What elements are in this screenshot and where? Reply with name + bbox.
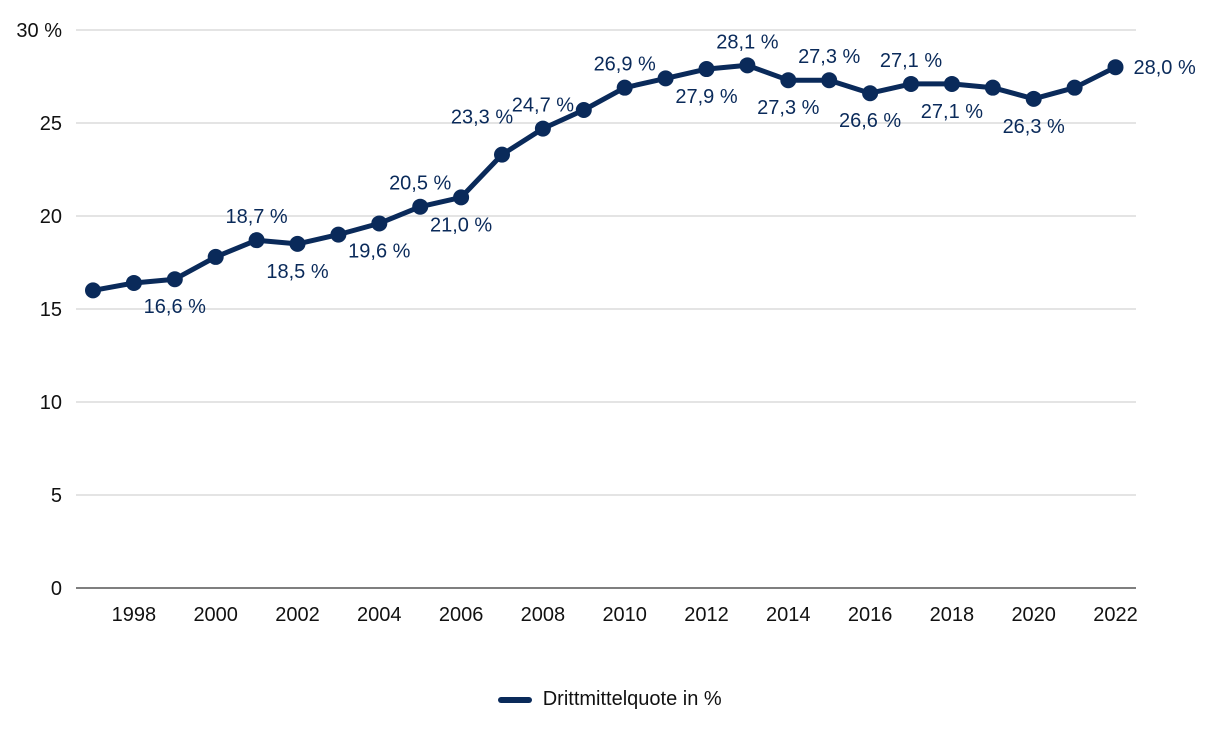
- x-tick-label: 2016: [848, 604, 893, 626]
- data-point: [289, 235, 306, 252]
- x-tick-label: 2008: [521, 604, 566, 626]
- y-tick-label: 25: [40, 113, 62, 135]
- data-point: [494, 146, 510, 163]
- data-point: [371, 215, 388, 232]
- legend-label: Drittmittelquote in %: [542, 688, 722, 710]
- data-point: [330, 226, 347, 243]
- data-point: [166, 271, 183, 288]
- x-tick-label: 1998: [112, 604, 157, 626]
- data-point: [739, 57, 756, 74]
- data-point: [412, 198, 429, 215]
- x-tick-label: 2012: [684, 604, 729, 626]
- x-tick-label: 2014: [766, 604, 811, 626]
- data-label: 28,0 %: [1134, 57, 1196, 79]
- data-point: [903, 75, 919, 92]
- data-label: 26,6 %: [839, 110, 901, 132]
- data-point: [984, 79, 1001, 96]
- data-point: [85, 282, 101, 299]
- data-label: 16,6 %: [144, 296, 206, 318]
- data-label: 20,5 %: [389, 173, 451, 195]
- y-tick-label: 30 %: [16, 20, 62, 42]
- data-label: 24,7 %: [512, 95, 574, 117]
- data-label: 26,9 %: [594, 54, 656, 76]
- data-label: 19,6 %: [348, 240, 410, 262]
- data-point: [575, 101, 592, 118]
- data-labels: 16,6 % 18,7 % 18,5 % 19,6 % 20,5 % 21,0 % 23,3…: [144, 31, 1196, 318]
- data-point: [943, 75, 960, 92]
- data-point: [780, 72, 797, 89]
- x-tick-label: 2018: [930, 604, 975, 626]
- data-points: [85, 57, 1124, 299]
- data-label: 26,3 %: [1003, 116, 1065, 138]
- x-tick-label: 2002: [275, 604, 320, 626]
- data-point: [453, 189, 470, 206]
- data-label: 27,9 %: [675, 86, 737, 108]
- series-lines: [90, 62, 1118, 293]
- data-label: 23,3 %: [451, 107, 513, 129]
- data-label: 18,7 %: [225, 206, 287, 228]
- x-tick-label: 2006: [439, 604, 484, 626]
- line-chart: 0 5 10 15 20 25 30 % 1998 2000 2002 2004 2006 2008 20…: [16, 20, 1196, 626]
- data-label: 27,1 %: [880, 50, 942, 72]
- legend-line-swatch: [498, 696, 533, 703]
- data-point: [616, 79, 633, 96]
- data-point: [657, 70, 674, 87]
- data-point: [1066, 79, 1083, 96]
- legend: Drittmittelquote in %: [0, 688, 1220, 711]
- data-label: 27,3 %: [757, 97, 819, 119]
- data-label: 21,0 %: [430, 214, 492, 236]
- data-label: 27,3 %: [798, 46, 860, 68]
- grid-lines: [76, 29, 1136, 496]
- x-tick-label: 2022: [1093, 604, 1138, 626]
- y-tick-label: 15: [40, 299, 62, 321]
- data-label: 27,1 %: [921, 101, 983, 123]
- data-point: [207, 248, 224, 265]
- data-point: [698, 61, 715, 78]
- data-label: 18,5 %: [266, 261, 328, 283]
- axes: 0 5 10 15 20 25 30 % 1998 2000 2002 2004 2006 2008 20…: [16, 20, 1137, 626]
- data-point: [125, 274, 142, 291]
- data-point: [821, 72, 838, 89]
- data-point: [1107, 59, 1124, 76]
- y-tick-label: 5: [51, 485, 62, 507]
- x-tick-label: 2020: [1011, 604, 1056, 626]
- data-point: [862, 85, 879, 102]
- data-label: 28,1 %: [716, 31, 778, 53]
- y-tick-label: 20: [40, 206, 62, 228]
- x-tick-label: 2000: [193, 604, 238, 626]
- data-point: [534, 120, 551, 137]
- x-tick-label: 2010: [602, 604, 647, 626]
- data-point: [248, 232, 265, 249]
- x-tick-label: 2004: [357, 604, 402, 626]
- y-tick-label: 0: [51, 578, 62, 600]
- y-tick-label: 10: [40, 392, 62, 414]
- data-point: [1025, 90, 1042, 107]
- series-line: [90, 62, 1118, 293]
